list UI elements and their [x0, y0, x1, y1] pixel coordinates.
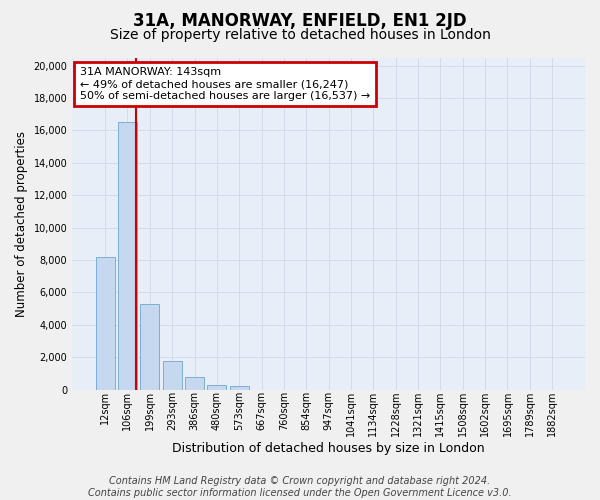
Text: 31A, MANORWAY, ENFIELD, EN1 2JD: 31A, MANORWAY, ENFIELD, EN1 2JD [133, 12, 467, 30]
Y-axis label: Number of detached properties: Number of detached properties [15, 130, 28, 316]
Bar [118, 122, 137, 390]
Text: Size of property relative to detached houses in London: Size of property relative to detached ho… [110, 28, 490, 42]
Bar [163, 361, 182, 390]
Bar [185, 378, 204, 390]
Bar [230, 386, 249, 390]
Bar [95, 256, 115, 390]
X-axis label: Distribution of detached houses by size in London: Distribution of detached houses by size … [172, 442, 485, 455]
Bar [140, 304, 160, 390]
Bar [208, 384, 226, 390]
Text: 31A MANORWAY: 143sqm
← 49% of detached houses are smaller (16,247)
50% of semi-d: 31A MANORWAY: 143sqm ← 49% of detached h… [80, 68, 370, 100]
Text: Contains HM Land Registry data © Crown copyright and database right 2024.
Contai: Contains HM Land Registry data © Crown c… [88, 476, 512, 498]
